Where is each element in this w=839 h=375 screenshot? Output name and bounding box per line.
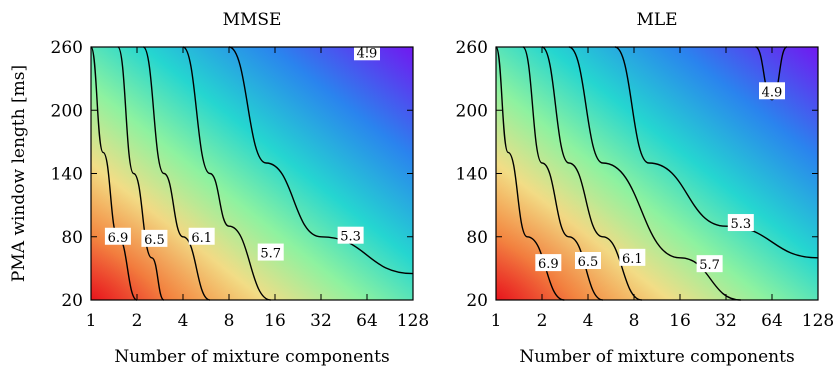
contour-label: 5.7: [260, 247, 281, 262]
contour-line-6-1: [541, 46, 642, 301]
x-tick-label: 1: [491, 311, 502, 331]
contour-line-6-9: [90, 46, 138, 301]
contour-line-6-5: [117, 46, 165, 301]
x-tick-label: 2: [132, 311, 143, 331]
contour-label-box: [535, 254, 562, 272]
contour-line-4-9: [755, 46, 788, 101]
y-tick-label: 260: [51, 38, 83, 58]
contour-line-5-7: [182, 46, 271, 301]
contour-label: 6.1: [191, 231, 212, 246]
contour-labels: 6.9 6.5 6.1 5.7 5.3 4.9: [535, 82, 785, 273]
contour-label: 5.3: [340, 230, 361, 245]
y-tick-label: 140: [456, 165, 488, 185]
chart-title: MLE: [636, 10, 677, 30]
y-tick-label: 200: [51, 101, 83, 121]
contour-label-box: [337, 226, 364, 244]
y-tick-label: 80: [61, 228, 83, 248]
x-tick-label: 4: [178, 311, 189, 331]
y-tick-label: 260: [456, 38, 488, 58]
heatmap-shading: [91, 47, 413, 300]
contour-label-box: [696, 255, 723, 273]
y-tick-label: 20: [466, 291, 488, 311]
x-tick-label: 128: [802, 311, 834, 331]
panel-mle: 6.9 6.5 6.1 5.7 5.3 4.9 1 2 4 8 16 32 64 128 20 80 140 20…: [456, 10, 835, 367]
x-tick-label: 4: [583, 311, 594, 331]
contour-label: 4.9: [762, 85, 783, 100]
contour-label: 6.5: [578, 255, 599, 270]
y-tick-label: 200: [456, 101, 488, 121]
contour-line-5-3: [614, 46, 819, 259]
contour-label-box: [104, 227, 131, 245]
contour-line-5-7: [568, 46, 741, 301]
contour-line-5-3: [228, 46, 414, 275]
x-tick-label: 16: [669, 311, 691, 331]
contour-line-6-1: [142, 46, 211, 301]
contour-label-box: [759, 82, 785, 100]
contour-label-box: [257, 243, 284, 261]
contour-labels: 6.9 6.5 6.1 5.7 5.3 4.9: [104, 43, 380, 262]
contour-label: 6.5: [144, 233, 165, 248]
x-tick-label: 64: [761, 311, 783, 331]
x-tick-label: 16: [264, 311, 286, 331]
y-tick-label: 20: [61, 291, 83, 311]
y-tick-label: 140: [51, 165, 83, 185]
contour-label: 6.9: [108, 231, 129, 246]
y-axis-label: PMA window length [ms]: [9, 65, 29, 282]
contour-label: 5.3: [730, 217, 751, 232]
contour-label-box: [619, 248, 646, 266]
x-axis-label: Number of mixture components: [114, 347, 389, 367]
x-tick-label: 8: [224, 311, 235, 331]
x-tick-label: 32: [715, 311, 737, 331]
contour-lines: [90, 46, 414, 301]
contour-label-box: [575, 251, 601, 269]
x-tick-label: 32: [310, 311, 332, 331]
x-tick-label: 2: [537, 311, 548, 331]
contour-label: 6.1: [622, 252, 643, 267]
y-tick-label: 80: [466, 228, 488, 248]
contour-label: 6.9: [538, 257, 559, 272]
contour-label: 4.9: [357, 46, 378, 61]
contour-label: 5.7: [699, 258, 720, 273]
contour-label-box: [727, 214, 754, 232]
x-tick-label: 64: [356, 311, 378, 331]
contour-label-box: [141, 229, 168, 247]
x-tick-label: 128: [397, 311, 429, 331]
contour-label-box: [188, 227, 215, 245]
x-tick-label: 1: [86, 311, 97, 331]
chart-title: MMSE: [223, 10, 282, 30]
x-axis-label: Number of mixture components: [519, 347, 794, 367]
x-tick-label: 8: [629, 311, 640, 331]
panel-mmse: 6.9 6.5 6.1 5.7 5.3 4.9 1 2 4 8 16 32 64 128 20 80 140 20…: [9, 10, 429, 367]
